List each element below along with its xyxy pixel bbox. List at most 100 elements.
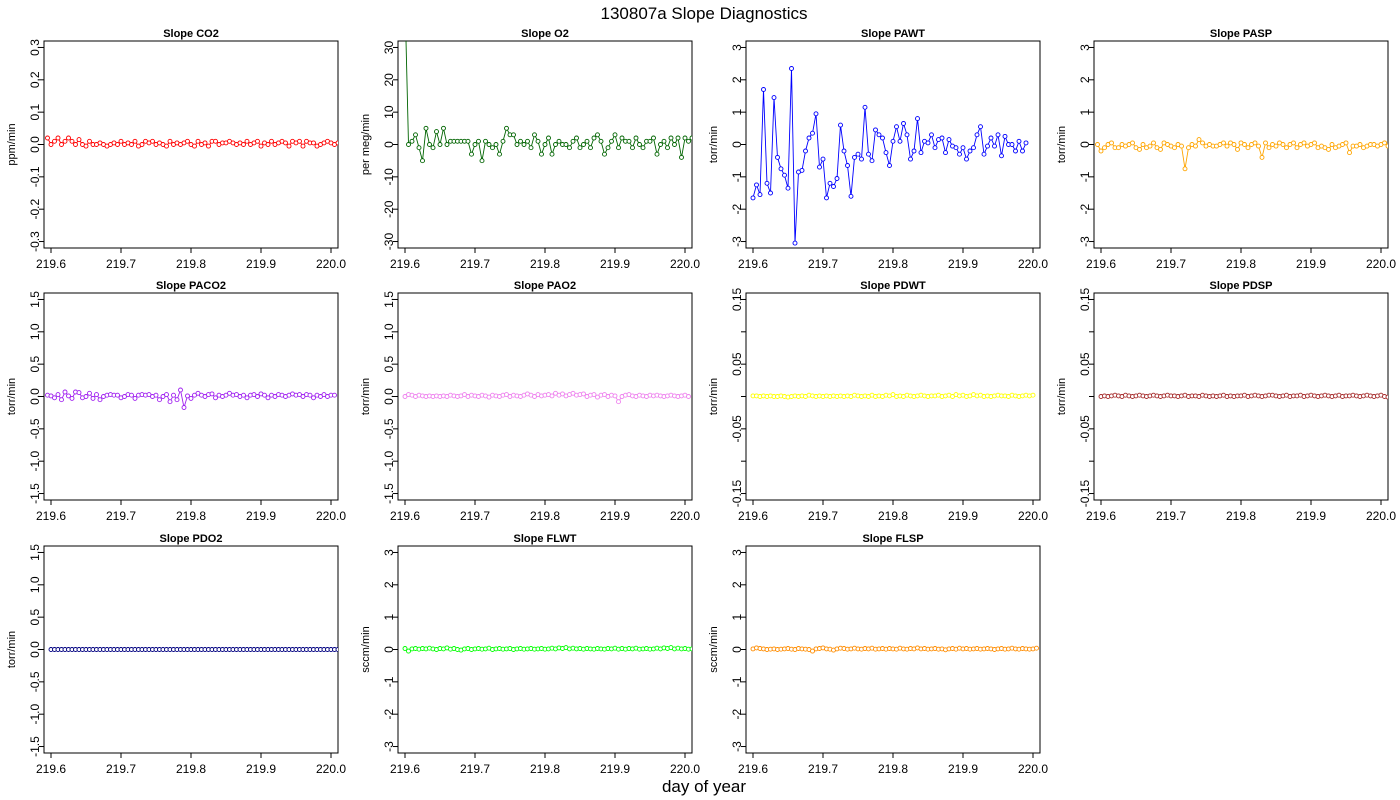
x-tick-label: 219.8: [878, 257, 908, 271]
x-tick-label: 219.7: [1156, 257, 1186, 271]
data-point: [539, 151, 544, 157]
data-point: [59, 142, 64, 147]
data-point: [188, 395, 194, 401]
data-point: [619, 135, 625, 141]
data-point: [873, 127, 878, 133]
y-tick-label: -0.15: [730, 480, 744, 508]
data-point: [633, 135, 639, 141]
data-point: [1151, 140, 1156, 146]
data-point: [434, 129, 439, 135]
data-point: [876, 132, 882, 138]
y-tick-label: -3: [382, 741, 396, 752]
data-point: [195, 138, 201, 144]
data-point: [782, 172, 787, 178]
data-point: [1245, 145, 1251, 151]
x-tick-label: 219.6: [36, 762, 66, 776]
data-point: [55, 135, 61, 141]
data-point: [661, 138, 667, 144]
y-tick-label: -20: [382, 200, 396, 218]
x-tick-label: 219.8: [1226, 509, 1256, 523]
x-tick-label: 219.7: [460, 257, 490, 271]
x-tick-label: 219.9: [600, 762, 630, 776]
data-point: [1329, 142, 1335, 147]
data-point: [894, 124, 899, 130]
data-point: [1221, 140, 1226, 146]
y-tick-label: 0.05: [1078, 352, 1092, 376]
data-point: [1280, 142, 1286, 147]
data-point: [616, 145, 621, 151]
data-point: [640, 145, 646, 151]
x-tick-label: 219.7: [106, 257, 136, 271]
data-point: [1252, 140, 1258, 146]
data-point: [992, 143, 997, 149]
data-point: [932, 145, 938, 151]
y-tick-label: 0: [382, 141, 396, 148]
x-tick-label: 219.6: [738, 509, 768, 523]
data-point: [202, 140, 208, 146]
data-point: [1186, 145, 1191, 151]
x-tick-label: 219.7: [460, 509, 490, 523]
data-point: [943, 150, 948, 156]
data-point: [167, 399, 173, 405]
data-point: [1242, 142, 1247, 147]
data-point: [76, 390, 82, 396]
data-point: [406, 142, 411, 147]
y-axis-label: torr/min: [1056, 126, 1068, 163]
panel-slope-pawt: Slope PAWT 219.6 219.7 219.8 219.9 220.0 -3 -2 -…: [708, 28, 1048, 271]
x-tick-label: 220.0: [316, 509, 346, 523]
data-point: [335, 647, 338, 652]
data-point: [556, 138, 562, 144]
y-tick-label: 1: [382, 614, 396, 621]
x-tick-label: 219.9: [948, 762, 978, 776]
y-tick-label: -0.5: [382, 418, 396, 439]
x-tick-label: 219.8: [176, 257, 206, 271]
y-axis-label: torr/min: [6, 631, 18, 668]
data-point: [1147, 143, 1153, 149]
y-tick-label: -3: [1078, 236, 1092, 247]
figure-title: 130807a Slope Diagnostics: [601, 4, 808, 23]
x-tick-label: 219.7: [808, 762, 838, 776]
y-tick-label: -2: [1078, 204, 1092, 215]
y-tick-label: -0.1: [28, 166, 42, 187]
x-tick-label: 219.9: [948, 509, 978, 523]
data-point: [817, 164, 822, 170]
data-point: [1034, 645, 1039, 651]
data-point: [1016, 138, 1022, 144]
data-point: [679, 154, 684, 160]
data-point: [83, 394, 89, 399]
data-point: [209, 391, 215, 397]
data-point: [185, 138, 190, 144]
data-point: [1390, 144, 1394, 148]
panel-slope-o2: Slope O2 219.6 219.7 219.8 219.9 220.0 -30 -20 -…: [360, 28, 700, 271]
panel-title: Slope FLWT: [514, 533, 577, 545]
data-point: [181, 405, 187, 410]
data-point: [1196, 137, 1202, 143]
data-point: [1182, 166, 1188, 172]
data-point: [901, 121, 906, 126]
data-point: [995, 132, 1001, 138]
y-tick-label: 3: [730, 44, 744, 51]
x-tick-label: 219.8: [176, 762, 206, 776]
data-point: [437, 142, 443, 147]
y-tick-label: 10: [382, 105, 396, 119]
data-point: [1284, 145, 1289, 151]
panel-slope-pasp: Slope PASP 219.6 219.7 219.8 219.9 220.0 -3 -2 -…: [1056, 28, 1397, 271]
data-point: [1390, 395, 1394, 399]
y-tick-label: 1.0: [382, 323, 396, 340]
data-point: [486, 142, 492, 147]
y-tick-label: 0.05: [730, 352, 744, 376]
data-point: [918, 150, 924, 156]
data-point: [420, 158, 425, 164]
data-point: [967, 148, 973, 154]
data-point: [497, 151, 502, 157]
data-point: [1393, 143, 1397, 147]
data-point: [1312, 140, 1317, 146]
x-tick-label: 219.6: [36, 257, 66, 271]
data-point: [286, 143, 292, 149]
data-point: [560, 391, 565, 397]
x-tick-label: 220.0: [670, 509, 700, 523]
y-axis-label: torr/min: [6, 378, 18, 415]
data-point: [771, 95, 777, 101]
y-axis-label: torr/min: [708, 378, 720, 415]
